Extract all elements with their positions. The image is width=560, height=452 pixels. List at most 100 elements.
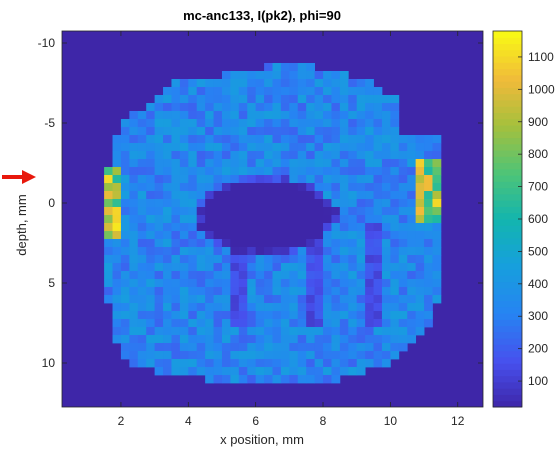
heatmap-cell bbox=[221, 231, 231, 240]
heatmap-cell bbox=[264, 375, 273, 384]
heatmap-cell bbox=[373, 343, 383, 352]
heatmap-cell bbox=[356, 279, 366, 288]
heatmap-cell bbox=[272, 351, 282, 360]
heatmap-cell bbox=[188, 215, 198, 224]
y-axis: -10 -5 0 5 10 bbox=[38, 36, 483, 370]
heatmap-cell bbox=[424, 263, 433, 272]
heatmap-cell bbox=[120, 343, 130, 352]
heatmap-cell bbox=[314, 111, 324, 120]
heatmap-cell bbox=[407, 247, 417, 256]
heatmap-cell bbox=[323, 319, 332, 328]
heatmap-cell bbox=[306, 295, 315, 304]
heatmap-cell bbox=[381, 263, 391, 272]
heatmap-cell bbox=[297, 183, 307, 192]
heatmap-cell bbox=[129, 327, 139, 336]
heatmap-cell bbox=[289, 79, 299, 88]
heatmap-cell bbox=[137, 303, 147, 312]
heatmap-cell bbox=[196, 263, 206, 272]
heatmap-cell bbox=[280, 263, 290, 272]
heatmap-cell bbox=[314, 119, 324, 128]
heatmap-cell bbox=[255, 87, 265, 96]
heatmap-cell bbox=[381, 319, 391, 328]
heatmap-cell bbox=[179, 295, 189, 304]
heatmap-cell bbox=[339, 351, 349, 360]
heatmap-cell bbox=[247, 127, 257, 136]
heatmap-cell bbox=[289, 143, 299, 152]
heatmap-cell bbox=[112, 231, 122, 240]
heatmap-cell bbox=[398, 239, 408, 248]
heatmap-cell bbox=[146, 239, 156, 248]
heatmap-cell bbox=[221, 135, 231, 144]
heatmap-cell bbox=[179, 343, 189, 352]
heatmap-cell bbox=[264, 263, 273, 272]
colorbar-segment bbox=[493, 74, 522, 82]
heatmap-cell bbox=[146, 271, 156, 280]
colorbar-tick-label: 600 bbox=[528, 212, 548, 226]
colorbar-segment bbox=[493, 275, 522, 283]
heatmap-cell bbox=[230, 311, 240, 320]
heatmap-cell bbox=[272, 151, 282, 160]
heatmap-cell bbox=[331, 311, 341, 320]
heatmap-cell bbox=[163, 327, 172, 336]
heatmap-cell bbox=[163, 239, 172, 248]
heatmap-cell bbox=[407, 295, 417, 304]
heatmap-cell bbox=[356, 215, 366, 224]
heatmap-cell bbox=[306, 127, 315, 136]
heatmap-cell bbox=[407, 279, 417, 288]
heatmap-cell bbox=[297, 247, 307, 256]
heatmap-cell bbox=[238, 351, 248, 360]
heatmap-cell bbox=[331, 175, 341, 184]
colorbar-segment bbox=[493, 162, 522, 170]
heatmap-cell bbox=[205, 231, 214, 240]
heatmap-cell bbox=[390, 111, 400, 120]
heatmap-cell bbox=[356, 143, 366, 152]
heatmap-cell bbox=[196, 207, 206, 216]
heatmap-cell bbox=[188, 159, 198, 168]
heatmap-cell bbox=[407, 199, 417, 208]
heatmap-cell bbox=[247, 151, 257, 160]
heatmap-cell bbox=[381, 303, 391, 312]
colorbar-segment bbox=[493, 306, 522, 314]
heatmap-cell bbox=[196, 343, 206, 352]
heatmap-cell bbox=[280, 311, 290, 320]
heatmap-cell bbox=[331, 295, 341, 304]
heatmap-cell bbox=[297, 335, 307, 344]
heatmap-cell bbox=[339, 359, 349, 368]
heatmap-cell bbox=[323, 183, 332, 192]
heatmap-cell bbox=[171, 319, 181, 328]
heatmap-cell bbox=[104, 199, 113, 208]
heatmap-cell bbox=[213, 199, 223, 208]
x-tick-label: 2 bbox=[118, 414, 125, 428]
heatmap-cell bbox=[381, 103, 391, 112]
heatmap-cell bbox=[280, 231, 290, 240]
heatmap-cell bbox=[154, 367, 164, 376]
heatmap-cell bbox=[196, 239, 206, 248]
heatmap-cell bbox=[171, 143, 181, 152]
heatmap-cell bbox=[104, 255, 113, 264]
colorbar-tick-label: 400 bbox=[528, 277, 548, 291]
heatmap-cell bbox=[348, 359, 358, 368]
heatmap-cell bbox=[365, 231, 374, 240]
heatmap-cell bbox=[331, 143, 341, 152]
heatmap-cell bbox=[398, 175, 408, 184]
heatmap-cell bbox=[179, 199, 189, 208]
heatmap-cell bbox=[112, 159, 122, 168]
heatmap-cell bbox=[179, 143, 189, 152]
heatmap-cell bbox=[137, 335, 147, 344]
heatmap-cell bbox=[272, 231, 282, 240]
heatmap-cell bbox=[424, 239, 433, 248]
heatmap-cell bbox=[314, 247, 324, 256]
heatmap-cell bbox=[323, 79, 332, 88]
heatmap-cell bbox=[280, 223, 290, 232]
heatmap-cell bbox=[398, 303, 408, 312]
heatmap-cell bbox=[264, 351, 273, 360]
heatmap-cell bbox=[238, 287, 248, 296]
heatmap-cell bbox=[137, 247, 147, 256]
heatmap-cell bbox=[289, 223, 299, 232]
heatmap-cell bbox=[188, 263, 198, 272]
heatmap-cell bbox=[289, 375, 299, 384]
heatmap-cell bbox=[339, 183, 349, 192]
heatmap-cell bbox=[221, 95, 231, 104]
heatmap-cell bbox=[280, 319, 290, 328]
heatmap-cell bbox=[381, 351, 391, 360]
